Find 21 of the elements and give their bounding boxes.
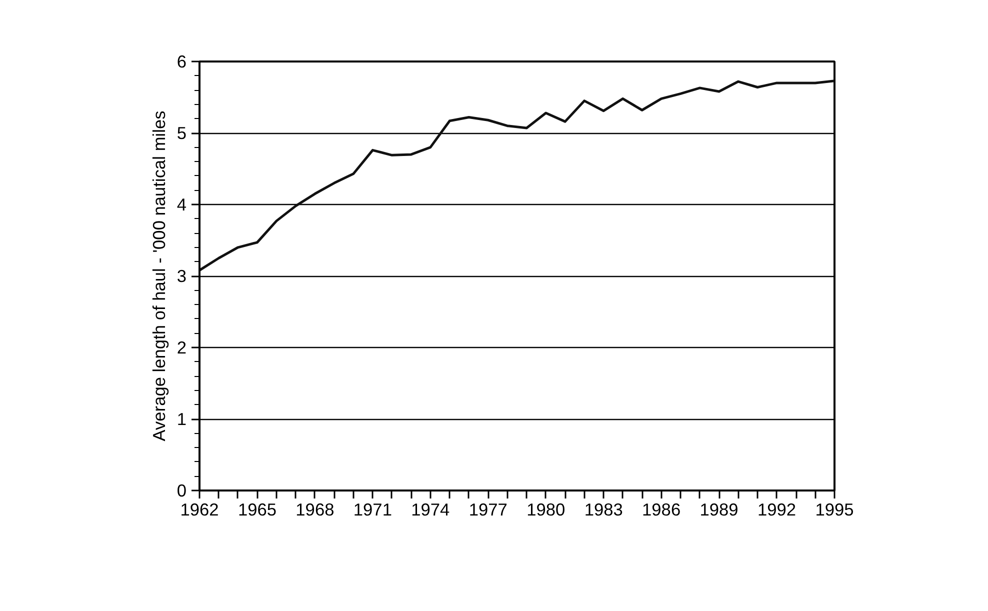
line-series <box>200 80 834 272</box>
y-tick-label: 5 <box>176 123 187 143</box>
x-tick-label: 1986 <box>642 500 681 520</box>
x-tick-label: 1977 <box>468 500 508 520</box>
x-tick-label: 1992 <box>758 500 796 520</box>
y-tick-label: 4 <box>176 194 187 214</box>
x-tick-label: 1995 <box>815 500 854 520</box>
y-tick-label: 3 <box>176 266 187 286</box>
y-axis-title: Average length of haul - '000 nautical miles <box>148 110 169 442</box>
y-tick-label: 2 <box>176 338 187 358</box>
x-tick-label: 1983 <box>584 500 623 520</box>
x-tick-label: 1971 <box>353 500 392 520</box>
y-tick-label: 1 <box>176 409 187 429</box>
x-tick-label: 1962 <box>180 500 219 520</box>
x-tick-label: 1965 <box>238 500 277 520</box>
x-tick-label: 1980 <box>526 500 566 520</box>
x-tick-label: 1974 <box>411 500 450 520</box>
x-tick-label: 1968 <box>296 500 334 520</box>
y-tick-label: 6 <box>176 52 187 72</box>
x-tick-label: 1989 <box>700 500 738 520</box>
y-tick-label: 0 <box>176 480 187 500</box>
